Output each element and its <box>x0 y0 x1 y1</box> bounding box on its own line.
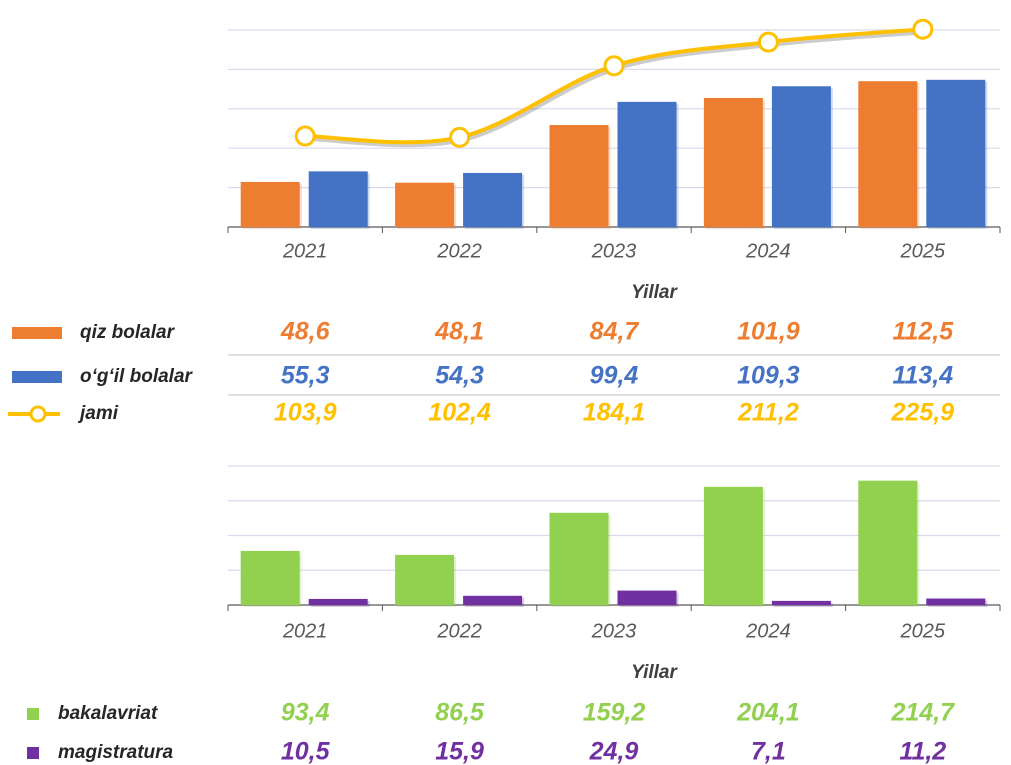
bar <box>463 595 523 605</box>
data-label: 113,4 <box>892 362 953 390</box>
legend-label: o‘g‘il bolalar <box>80 366 194 387</box>
bar <box>858 81 918 227</box>
data-label: 93,4 <box>281 699 330 727</box>
data-label: 99,4 <box>590 362 639 390</box>
legend-label: bakalavriat <box>58 703 158 724</box>
bar <box>463 172 523 227</box>
line-marker <box>449 126 471 148</box>
bar <box>771 600 831 605</box>
legend-swatch <box>27 708 39 720</box>
x-tick-label: 2021 <box>282 240 328 262</box>
x-tick-label: 2021 <box>282 620 328 642</box>
legend-marker <box>29 405 47 423</box>
data-label: 103,9 <box>274 399 337 427</box>
bar <box>703 486 763 605</box>
data-label: 15,9 <box>435 738 484 765</box>
line-marker <box>757 31 779 53</box>
data-label: 101,9 <box>737 318 800 346</box>
legend-swatch <box>12 327 62 339</box>
line-marker <box>294 125 316 147</box>
line-marker <box>603 55 625 77</box>
data-label: 54,3 <box>435 362 484 390</box>
x-tick-label: 2025 <box>900 240 946 262</box>
data-label: 24,9 <box>589 738 639 765</box>
data-label: 204,1 <box>736 699 800 727</box>
data-label: 48,1 <box>434 318 484 346</box>
data-label: 159,2 <box>583 699 646 727</box>
x-tick-label: 2022 <box>436 620 482 642</box>
x-tick-label: 2024 <box>745 240 791 262</box>
bar <box>549 512 609 605</box>
legend-label: qiz bolalar <box>80 322 176 343</box>
x-axis-title: Yillar <box>631 662 678 683</box>
legend-label: jami <box>77 403 119 424</box>
data-label: 7,1 <box>751 738 786 765</box>
bar <box>395 554 455 605</box>
data-label: 211,2 <box>737 399 799 427</box>
data-label: 48,6 <box>280 318 331 346</box>
bar <box>703 97 763 227</box>
line-marker <box>912 18 934 40</box>
bar <box>771 86 831 227</box>
bar <box>858 480 918 605</box>
legend-swatch <box>12 371 62 383</box>
data-label: 225,9 <box>891 399 955 427</box>
bar <box>308 598 368 605</box>
data-label: 102,4 <box>428 399 491 427</box>
bar <box>240 550 300 605</box>
x-axis-title: Yillar <box>631 282 678 303</box>
bar <box>926 79 986 227</box>
data-label: 214,7 <box>891 699 956 727</box>
data-label: 184,1 <box>583 399 646 427</box>
bar <box>549 125 609 227</box>
data-label: 84,7 <box>590 318 640 346</box>
bar <box>395 182 455 227</box>
bar <box>617 101 677 227</box>
x-tick-label: 2024 <box>745 620 791 642</box>
data-label: 86,5 <box>435 699 485 727</box>
data-label: 109,3 <box>737 362 800 390</box>
data-label: 10,5 <box>281 738 331 765</box>
bar <box>308 171 368 227</box>
data-label: 11,2 <box>899 738 946 765</box>
bar <box>240 181 300 227</box>
data-label: 55,3 <box>281 362 330 390</box>
bar <box>926 598 986 605</box>
legend-swatch <box>27 747 39 759</box>
x-tick-label: 2023 <box>591 620 637 642</box>
bar <box>617 590 677 605</box>
x-tick-label: 2023 <box>591 240 637 262</box>
x-tick-label: 2025 <box>900 620 946 642</box>
data-label: 112,5 <box>892 318 954 346</box>
x-tick-label: 2022 <box>436 240 482 262</box>
legend-label: magistratura <box>58 742 174 763</box>
